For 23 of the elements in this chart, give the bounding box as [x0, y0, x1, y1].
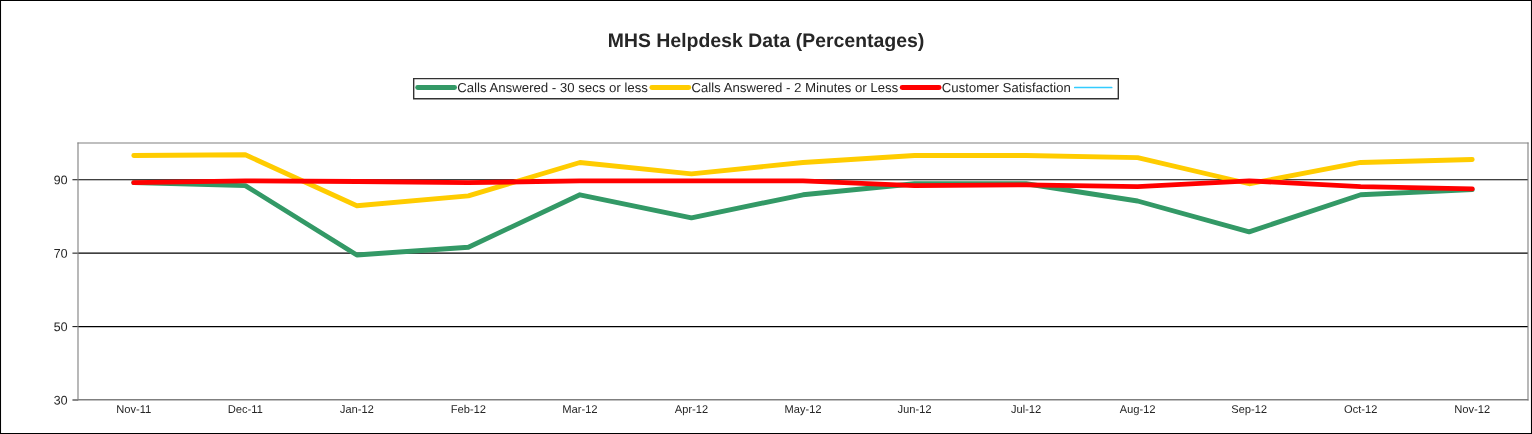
x-tick-label: Jun-12 [897, 405, 931, 414]
x-tick-label: Dec-11 [228, 405, 263, 414]
line-series [131, 178, 1475, 192]
x-tick-label: Aug-12 [1119, 405, 1155, 416]
x-tick-label: Sep-12 [1231, 405, 1267, 416]
y-tick-label: 50 [54, 322, 68, 332]
x-tick-label: Feb-12 [451, 404, 486, 414]
y-tick-label: 70 [54, 248, 68, 258]
x-tick-label: Oct-12 [1344, 405, 1377, 414]
x-tick-label: Jul-12 [1011, 404, 1041, 414]
legend-label: Calls Answered - 2 Minutes or Less [692, 82, 898, 93]
y-tick-label: 90 [54, 175, 68, 185]
y-tick-label: 30 [54, 395, 68, 405]
legend-label: Calls Answered - 30 secs or less [457, 82, 648, 93]
x-tick-label: Mar-12 [563, 405, 597, 414]
chart-title: MHS Helpdesk Data (Percentages) [609, 32, 924, 52]
x-tick-label: Apr-12 [674, 405, 708, 416]
x-tick-label: May-12 [785, 405, 821, 416]
x-tick-label: Nov-12 [1455, 405, 1490, 414]
line-series [131, 152, 1475, 209]
x-tick-label: Jan-12 [340, 405, 374, 414]
x-tick-label: Nov-11 [117, 405, 151, 414]
legend-label: Customer Satisfaction [942, 82, 1070, 93]
